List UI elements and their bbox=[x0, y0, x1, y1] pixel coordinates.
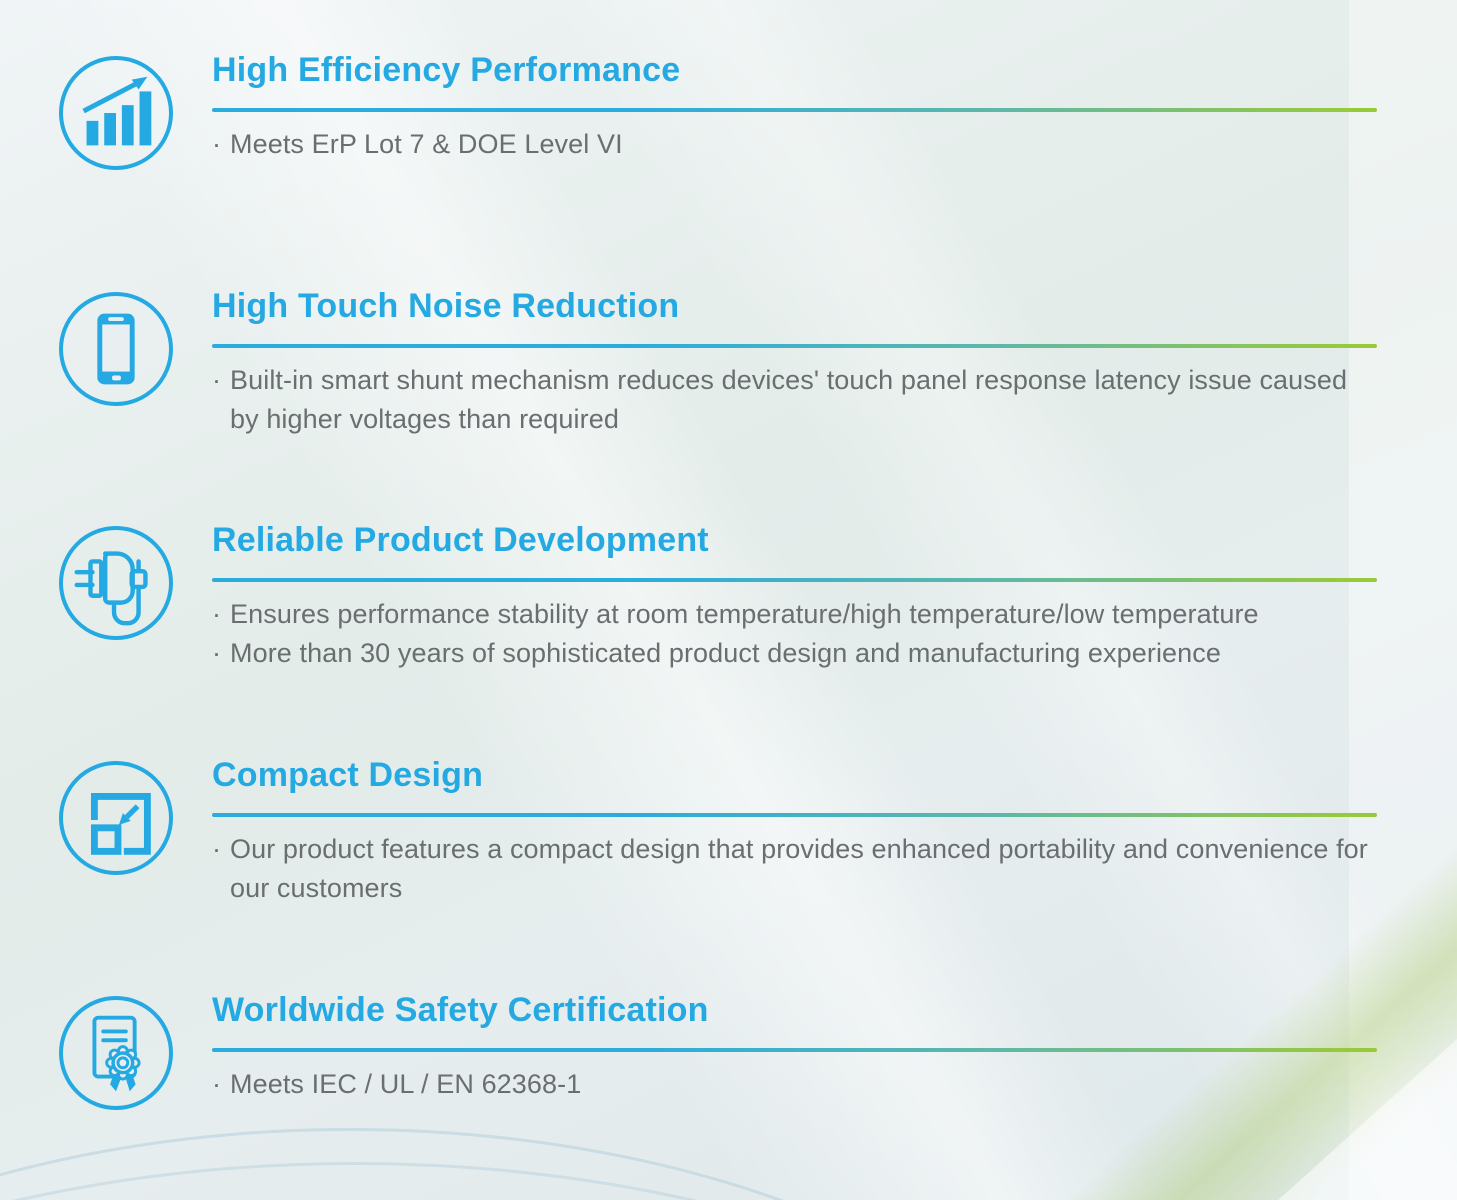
compact-resize-icon bbox=[59, 761, 173, 875]
section-title: High Efficiency Performance bbox=[212, 51, 681, 89]
background-arc bbox=[0, 1162, 1230, 1200]
feature-bullet: · Meets IEC / UL / EN 62368-1 bbox=[212, 1065, 1377, 1104]
feature-bullet: · More than 30 years of sophisticated pr… bbox=[212, 634, 1377, 673]
bullet-marker: · bbox=[212, 129, 222, 159]
feature-section-safety-certification: Worldwide Safety Certification · Meets I… bbox=[0, 988, 1457, 1110]
feature-bullet: · Ensures performance stability at room … bbox=[212, 595, 1377, 634]
background-arc bbox=[0, 1128, 1150, 1200]
smartphone-icon bbox=[59, 292, 173, 406]
section-divider bbox=[212, 108, 1377, 112]
bullet-text: Ensures performance stability at room te… bbox=[230, 599, 1259, 629]
bullet-marker: · bbox=[212, 365, 222, 395]
bullet-text: Built-in smart shunt mechanism reduces d… bbox=[230, 365, 1348, 434]
section-divider bbox=[212, 1048, 1377, 1052]
section-divider bbox=[212, 813, 1377, 817]
background-corner-highlight bbox=[913, 658, 1457, 1200]
section-divider bbox=[212, 344, 1377, 348]
growth-chart-icon bbox=[59, 56, 173, 170]
section-title: Reliable Product Development bbox=[212, 521, 709, 559]
section-title: High Touch Noise Reduction bbox=[212, 287, 680, 325]
bullet-text: Meets ErP Lot 7 & DOE Level VI bbox=[230, 129, 623, 159]
feature-section-touch-noise: High Touch Noise Reduction · Built-in sm… bbox=[0, 284, 1457, 439]
bullet-marker: · bbox=[212, 1069, 222, 1099]
section-title: Compact Design bbox=[212, 756, 484, 794]
feature-bullet: · Built-in smart shunt mechanism reduces… bbox=[212, 361, 1377, 439]
bullet-text: More than 30 years of sophisticated prod… bbox=[230, 638, 1221, 668]
feature-bullet: · Meets ErP Lot 7 & DOE Level VI bbox=[212, 125, 1377, 164]
section-title: Worldwide Safety Certification bbox=[212, 991, 709, 1029]
section-divider bbox=[212, 578, 1377, 582]
bullet-marker: · bbox=[212, 638, 222, 668]
feature-section-compact-design: Compact Design · Our product features a … bbox=[0, 753, 1457, 908]
power-adapter-icon bbox=[59, 526, 173, 640]
bullet-marker: · bbox=[212, 834, 222, 864]
feature-section-reliable-development: Reliable Product Development · Ensures p… bbox=[0, 518, 1457, 673]
feature-bullet: · Our product features a compact design … bbox=[212, 830, 1377, 908]
certificate-icon bbox=[59, 996, 173, 1110]
feature-section-high-efficiency: High Efficiency Performance · Meets ErP … bbox=[0, 48, 1457, 170]
bullet-marker: · bbox=[212, 599, 222, 629]
bullet-text: Meets IEC / UL / EN 62368-1 bbox=[230, 1069, 582, 1099]
bullet-text: Our product features a compact design th… bbox=[230, 834, 1368, 903]
